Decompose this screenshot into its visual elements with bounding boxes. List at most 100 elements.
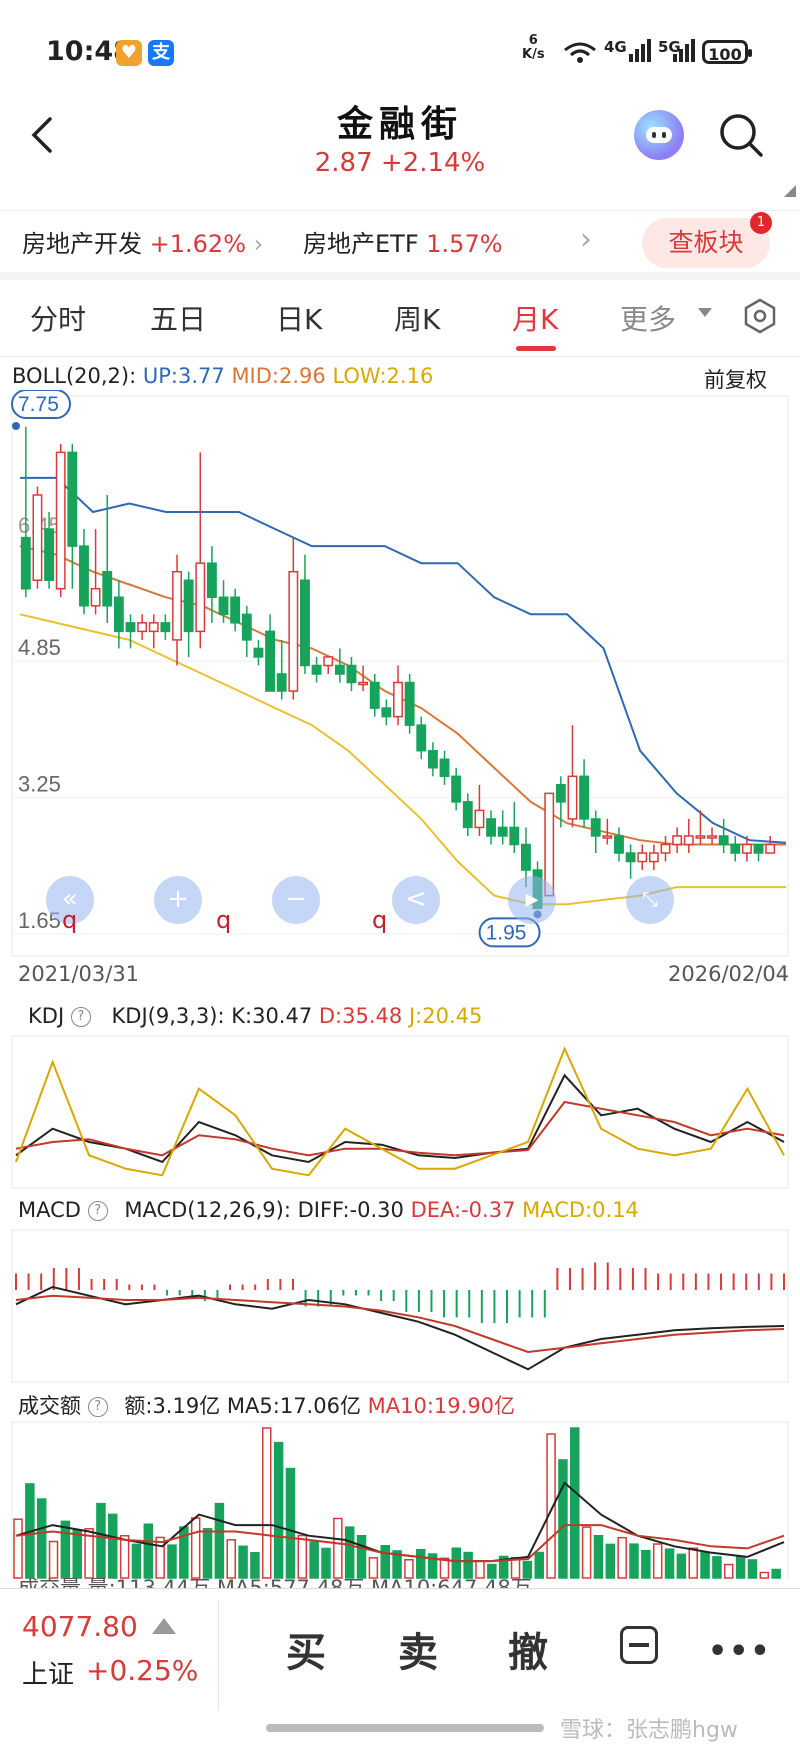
amount-bar — [297, 1534, 308, 1579]
candle-body — [79, 545, 89, 607]
stock-name: 金融街 — [336, 104, 463, 145]
help-icon[interactable]: ? — [87, 1397, 108, 1417]
j-line — [15, 1046, 785, 1177]
amount-bar — [202, 1528, 213, 1579]
candle-body — [427, 749, 438, 769]
amount-bar — [309, 1541, 319, 1579]
kdj-d: D:35.48 — [318, 1004, 403, 1028]
dropdown-icon[interactable] — [698, 308, 712, 317]
stock-price: 2.87 +2.14% — [314, 148, 486, 178]
sector-item-1[interactable]: 房地产开发 +1.62% › — [22, 224, 263, 259]
index-value[interactable]: 4077.80 — [22, 1610, 138, 1643]
assistant-avatar-icon[interactable] — [634, 110, 684, 160]
sector-name: 房地产开发 — [22, 230, 142, 258]
candle-body — [695, 835, 706, 839]
candle-body — [648, 852, 659, 863]
cancel-order-button[interactable]: 撤 — [508, 1630, 548, 1676]
amount-bar — [368, 1557, 379, 1579]
amount-bar — [143, 1523, 154, 1579]
position-icon[interactable] — [620, 1626, 658, 1664]
amount-bar — [214, 1502, 225, 1579]
boll-legend: BOLL(20,2): UP:3.77 MID:2.96 LOW:2.16 — [12, 364, 433, 388]
index-change: +0.25% — [86, 1654, 199, 1687]
max-label-box — [11, 390, 71, 419]
tab-more[interactable]: 更多 — [620, 303, 677, 336]
macd-value: MACD:0.14 — [522, 1198, 639, 1222]
candle-body — [753, 843, 764, 854]
home-indicator[interactable] — [266, 1724, 544, 1732]
amount-bar — [475, 1560, 485, 1579]
amount-bar — [593, 1535, 604, 1579]
macd-chart — [11, 1229, 789, 1383]
amount-bar — [108, 1513, 118, 1579]
tab-weekly-k[interactable]: 周K — [394, 303, 441, 336]
amount-bar — [131, 1543, 142, 1579]
amount-bar — [72, 1529, 82, 1579]
expand-icon[interactable]: ⤡ — [626, 876, 674, 924]
tab-five-day[interactable]: 五日 — [150, 303, 207, 336]
amount-bar — [652, 1543, 663, 1579]
macd-dea: DEA:-0.37 — [410, 1198, 516, 1222]
boll-low-line — [19, 613, 786, 906]
chevron-right-icon: › — [253, 230, 264, 258]
sector-item-2[interactable]: 房地产ETF 1.57% — [303, 224, 503, 259]
amount-bar — [735, 1555, 746, 1579]
amount-bar — [250, 1552, 260, 1579]
tab-daily-k[interactable]: 日K — [276, 303, 323, 336]
index-name: 上证 — [22, 1660, 75, 1690]
candle-body — [625, 852, 636, 863]
scroll-left-button[interactable]: < — [392, 876, 440, 924]
heart-app-icon: ♥ — [116, 40, 142, 66]
adjust-toggle[interactable]: 前复权 — [704, 368, 767, 392]
candle-body — [102, 570, 113, 607]
amount-bar — [167, 1544, 177, 1579]
zoom-out-button[interactable]: − — [272, 876, 320, 924]
candle-body — [125, 622, 136, 633]
boll-up: UP:3.77 — [142, 364, 225, 388]
candlestick-chart[interactable]: 4.853.251.656.457.751.95 — [0, 390, 800, 962]
sell-button[interactable]: 卖 — [398, 1630, 438, 1676]
min-price-label: 1.95 — [486, 921, 527, 944]
candle-body — [730, 843, 741, 854]
candle-body — [20, 536, 31, 590]
amount-bar — [155, 1536, 165, 1579]
boll-up-line — [20, 476, 787, 844]
search-icon[interactable] — [718, 112, 764, 162]
kdj-params: KDJ(9,3,3): — [111, 1004, 225, 1028]
chevron-right-icon[interactable]: › — [580, 222, 592, 257]
zoom-in-button[interactable]: + — [154, 876, 202, 924]
amount-bar — [356, 1535, 367, 1579]
min-label-box — [478, 917, 541, 948]
rewind-button[interactable]: « — [46, 876, 94, 924]
candle-body — [672, 835, 683, 846]
tab-intraday[interactable]: 分时 — [30, 303, 87, 336]
more-icon[interactable]: ••• — [708, 1634, 772, 1669]
kdj-chart — [11, 1035, 789, 1189]
candle-body — [381, 707, 392, 718]
help-icon[interactable]: ? — [70, 1007, 91, 1027]
corner-indicator-icon — [784, 185, 796, 197]
candle-body — [439, 758, 450, 778]
candle-body — [311, 664, 322, 675]
check-sector-button[interactable]: 查板块 — [642, 218, 770, 268]
buy-button[interactable]: 买 — [286, 1630, 326, 1676]
candle-body — [346, 664, 357, 684]
help-icon[interactable]: ? — [87, 1201, 108, 1221]
candle-body — [637, 852, 648, 863]
amount-bar — [487, 1563, 497, 1579]
settings-hex-icon[interactable] — [742, 298, 778, 338]
candle-body — [334, 664, 345, 675]
amount-legend: 成交额 ? 额:3.19亿 MA5:17.06亿 MA10:19.90亿 — [18, 1390, 515, 1420]
play-button-icon[interactable]: ▸ — [508, 876, 556, 924]
amount-bar — [262, 1427, 272, 1579]
back-icon[interactable] — [28, 115, 58, 159]
candle-body — [276, 673, 287, 692]
up-arrow-icon — [152, 1618, 176, 1634]
kdj-k: K:30.47 — [231, 1004, 313, 1028]
amount-bar — [321, 1547, 331, 1579]
candle-body — [614, 835, 624, 854]
candle-body — [741, 843, 752, 854]
boll-name: BOLL(20,2): — [12, 364, 137, 388]
tab-monthly-k[interactable]: 月K — [512, 303, 559, 336]
d-line — [15, 1100, 785, 1157]
